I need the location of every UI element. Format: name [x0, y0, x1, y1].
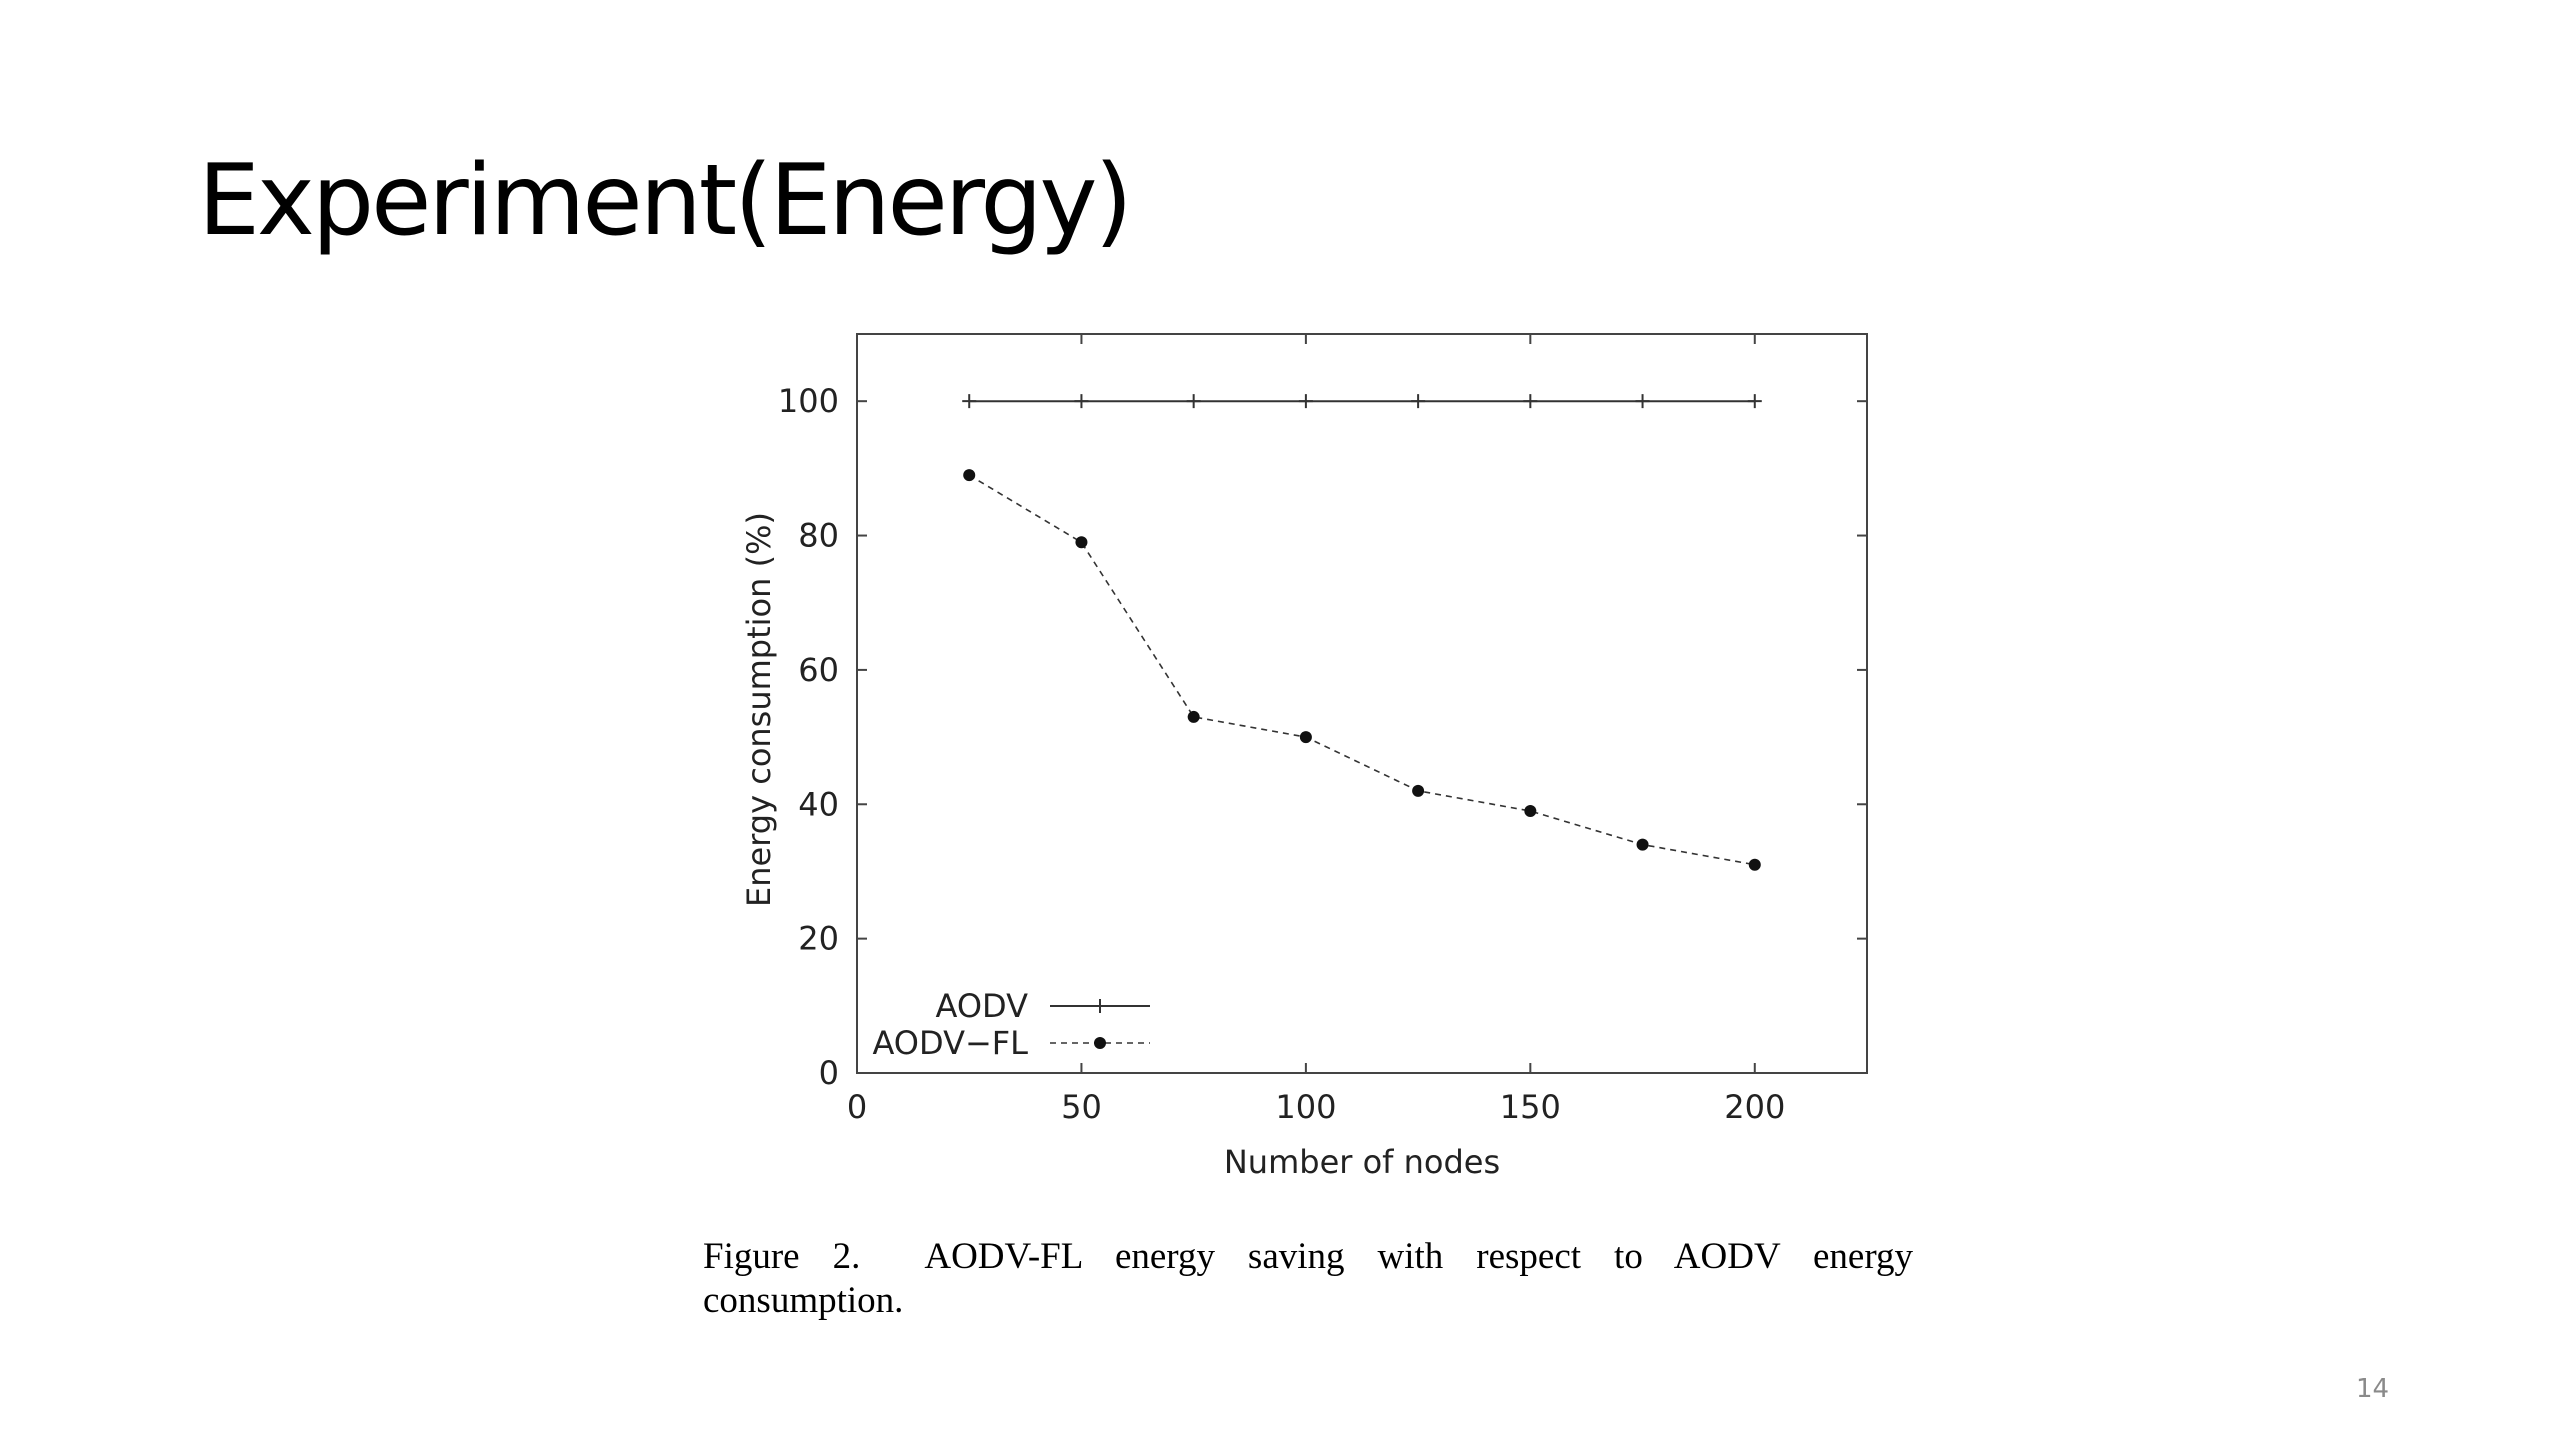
figure-caption-label: Figure 2. [703, 1236, 861, 1277]
aodv-point [1074, 394, 1089, 409]
x-tick-label: 150 [1500, 1088, 1561, 1126]
x-axis-label: Number of nodes [1224, 1143, 1500, 1181]
y-tick-label: 20 [798, 920, 839, 958]
aodv-fl-point [1636, 838, 1649, 851]
y-tick-label: 80 [798, 517, 839, 555]
aodv-fl-point [1187, 710, 1200, 723]
aodv-fl-point [1748, 858, 1761, 871]
y-tick-label: 60 [798, 651, 839, 689]
x-tick-labels: 0 50 100 150 200 [847, 1088, 1785, 1126]
page-number: 14 [2356, 1374, 2390, 1404]
y-tick-labels: 0 20 40 60 80 100 [778, 382, 839, 1092]
x-tick-label: 50 [1061, 1088, 1102, 1126]
legend-label: AODV−FL [872, 1024, 1028, 1062]
aodv-fl-point [1524, 804, 1537, 817]
aodv-point [1635, 394, 1650, 409]
legend-label: AODV [936, 987, 1029, 1025]
y-axis-label: Energy consumption (%) [740, 512, 778, 907]
aodv-point [1298, 394, 1313, 409]
slide-title: Experiment(Energy) [198, 144, 1133, 258]
figure-caption: Figure 2. AODV-FL energy saving with resp… [703, 1235, 1913, 1323]
aodv-point [1186, 394, 1201, 409]
y-tick-label: 100 [778, 382, 839, 420]
aodv-fl-line [968, 474, 1755, 866]
y-tick-label: 40 [798, 785, 839, 823]
plot-border [856, 333, 1868, 1074]
figure-caption-text: AODV-FL energy saving with respect to AO… [703, 1236, 1913, 1321]
aodv-fl-point [1412, 784, 1425, 797]
aodv-fl-point [1299, 731, 1312, 744]
x-tick-label: 0 [847, 1088, 867, 1126]
plot-frame [856, 333, 1868, 1074]
aodv-fl-point [1094, 1037, 1106, 1049]
aodv-fl-point [1075, 536, 1088, 549]
aodv-fl-point [963, 469, 976, 482]
y-tick-label: 0 [819, 1054, 839, 1092]
aodv-point [962, 394, 977, 409]
series-markers [962, 394, 1762, 871]
aodv-point [1747, 394, 1762, 409]
aodv-point [1411, 394, 1426, 409]
x-tick-label: 200 [1724, 1088, 1785, 1126]
series-lines [968, 400, 1755, 866]
x-tick-label: 100 [1275, 1088, 1336, 1126]
axis-ticks [856, 334, 1867, 1074]
aodv-point [1523, 394, 1538, 409]
aodv-point [1093, 999, 1107, 1013]
